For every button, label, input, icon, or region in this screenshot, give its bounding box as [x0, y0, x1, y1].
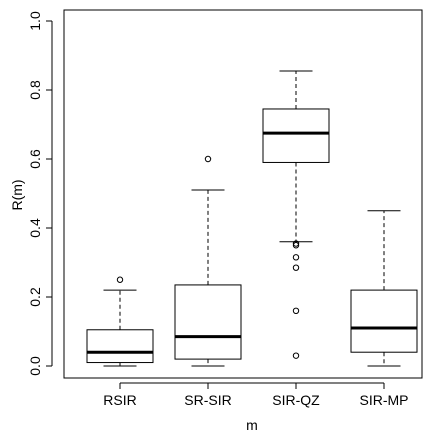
box-sir-mp	[350, 210, 418, 367]
y-axis: 0.0 0.2 0.4 0.6 0.8 1.0	[27, 11, 53, 376]
box-sir-qz	[262, 70, 330, 359]
x-tick-label: SR-SIR	[184, 392, 231, 408]
iqr-box	[86, 329, 154, 364]
iqr-box	[350, 289, 418, 353]
x-axis-title: m	[246, 417, 258, 433]
outlier-point	[292, 264, 300, 271]
y-tick-label: 0.0	[27, 356, 43, 376]
box-sr-sir	[174, 155, 242, 367]
outlier-point	[204, 155, 212, 163]
y-axis-title: R(m)	[9, 179, 25, 210]
iqr-box	[174, 284, 242, 360]
y-tick-label: 0.6	[27, 149, 43, 169]
outlier-point	[292, 352, 300, 359]
y-tick-label: 0.8	[27, 80, 43, 100]
iqr-box	[262, 108, 330, 163]
outlier-point	[292, 307, 300, 314]
y-tick-label: 0.4	[27, 218, 43, 238]
outlier-point	[292, 254, 300, 261]
plot-frame	[63, 9, 423, 379]
x-axis: RSIR SR-SIR SIR-QZ SIR-MP	[103, 382, 409, 408]
y-tick-label: 1.0	[27, 11, 43, 31]
y-tick-label: 0.2	[27, 287, 43, 307]
outlier-point	[116, 276, 124, 283]
outlier-point	[292, 242, 300, 249]
x-tick-label: SIR-MP	[360, 392, 409, 408]
box-rsir	[86, 276, 154, 367]
boxes-group	[86, 70, 418, 367]
outlier-point	[292, 240, 300, 247]
x-tick-label: RSIR	[103, 392, 136, 408]
x-tick-label: SIR-QZ	[272, 392, 320, 408]
